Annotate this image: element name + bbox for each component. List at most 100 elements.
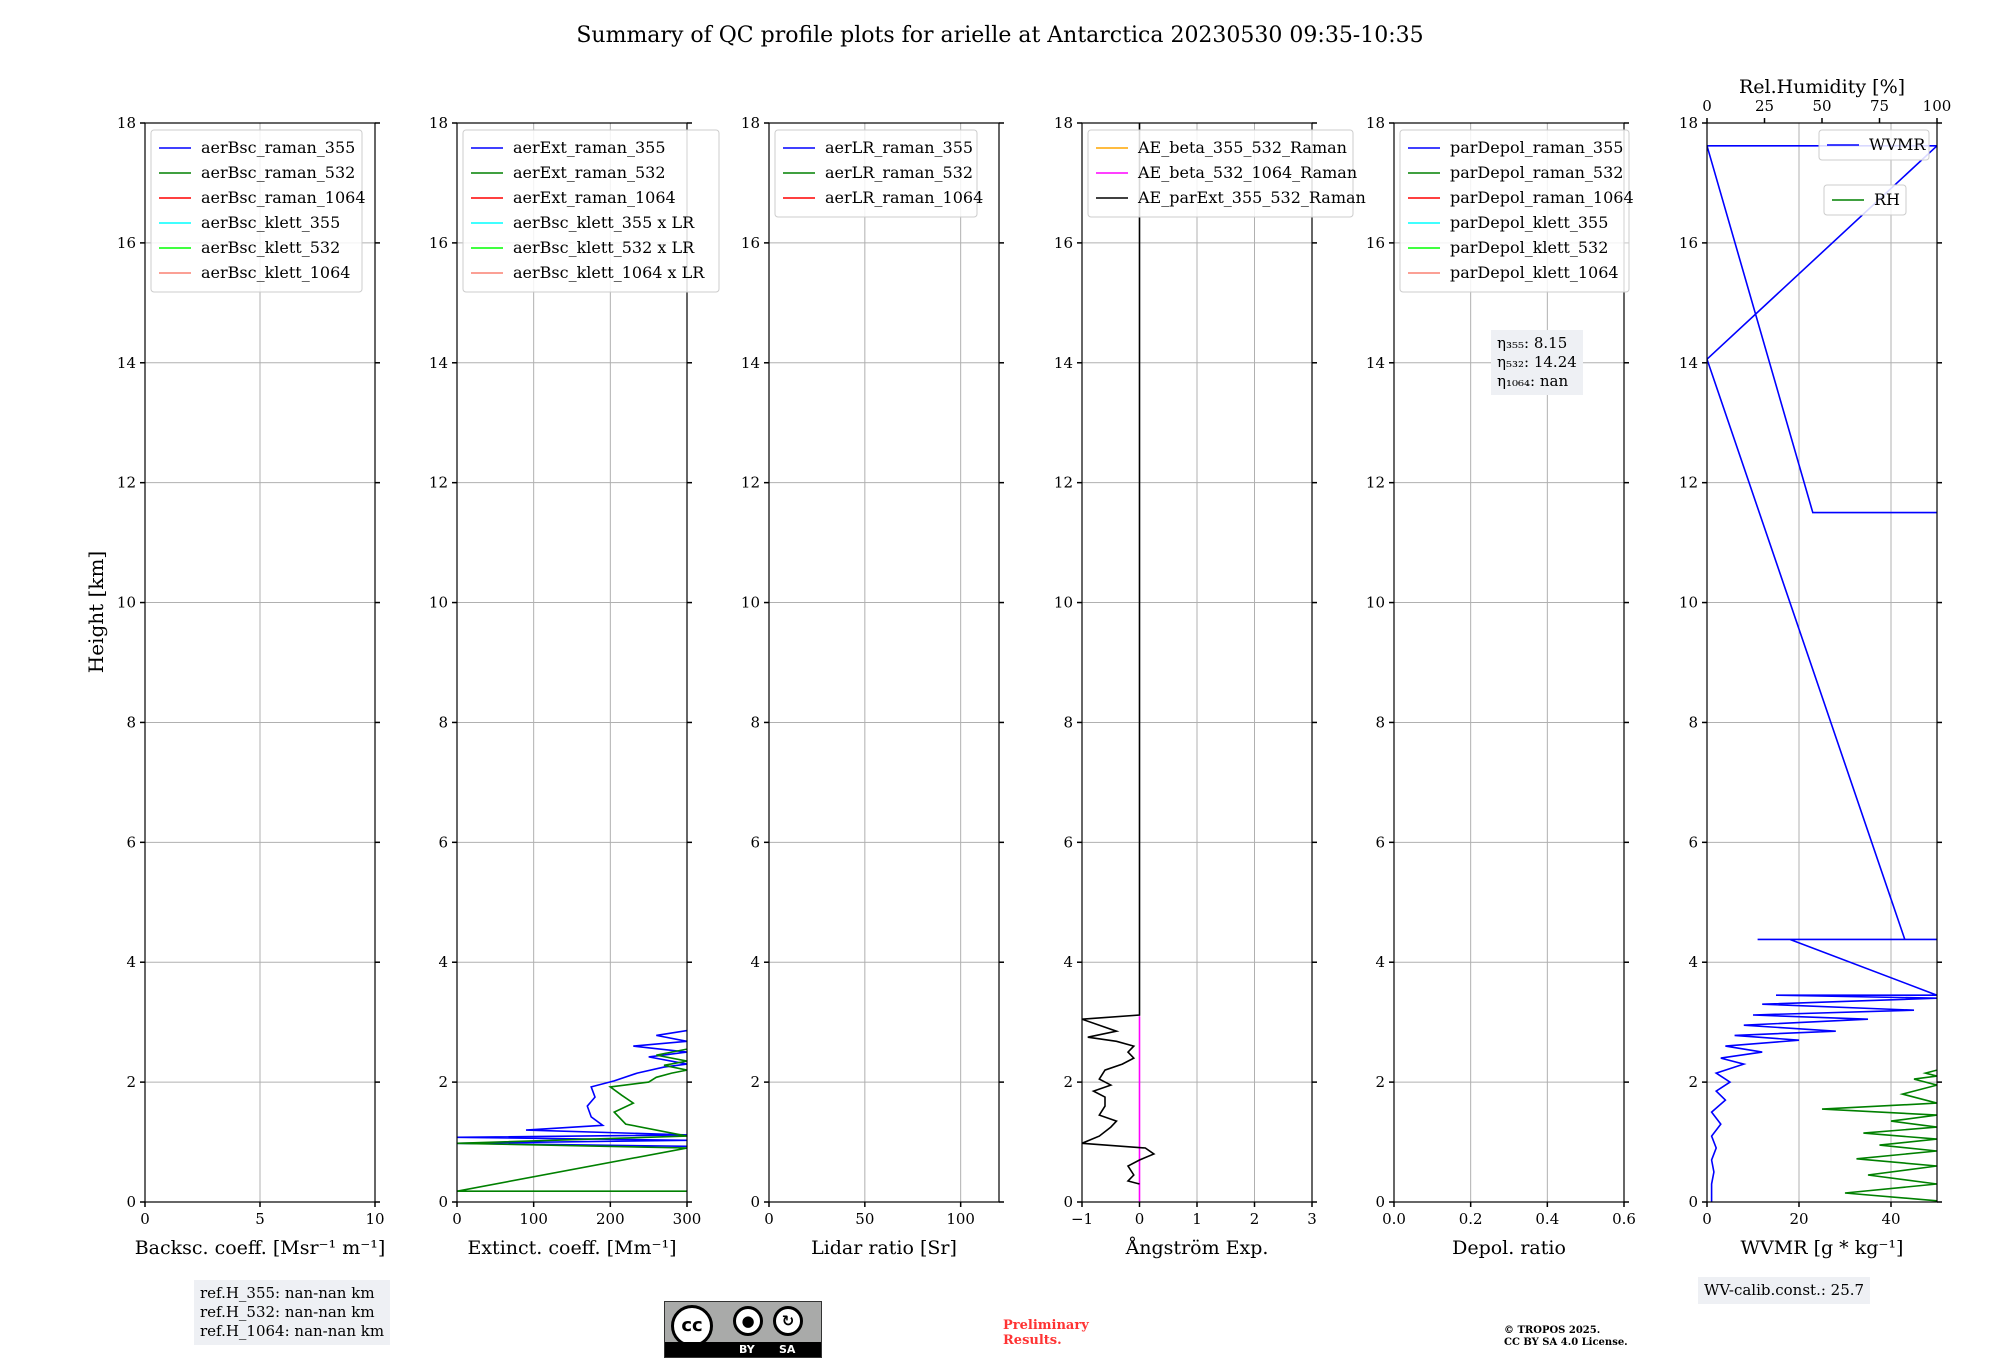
- y-tick-label: 2: [1688, 1073, 1698, 1091]
- y-tick-label: 16: [429, 234, 448, 252]
- legend: parDepol_raman_355 parDepol_raman_532 parD…: [1399, 129, 1634, 293]
- legend-RH: RH: [1823, 184, 1907, 216]
- y-tick-label: 2: [438, 1073, 448, 1091]
- y-tick-label: 10: [117, 594, 136, 612]
- axes-frame: [768, 122, 1000, 1203]
- y-tick-label: 6: [438, 833, 448, 851]
- legend-label: parDepol_klett_1064: [1450, 263, 1619, 282]
- legend-label: aerExt_raman_1064: [513, 188, 676, 207]
- figure-title: Summary of QC profile plots for arielle …: [576, 23, 1423, 48]
- x-tick-label: 0: [1702, 1210, 1712, 1228]
- copyright-note: © TROPOS 2025. CC BY SA 4.0 License.: [1504, 1325, 1628, 1349]
- y-tick-label: 10: [1054, 594, 1073, 612]
- series-line-AE_parExt_355_532_Raman: [1082, 123, 1156, 1185]
- y-tick-label: 10: [1366, 594, 1385, 612]
- y-tick-label: 4: [1688, 953, 1698, 971]
- y-tick-label: 2: [1063, 1073, 1073, 1091]
- x-tick-label: 0: [452, 1210, 462, 1228]
- x-tick-label: 5: [255, 1210, 265, 1228]
- legend-label: aerLR_raman_1064: [825, 188, 983, 207]
- eta-355: η₃₅₅: 8.15: [1497, 334, 1568, 352]
- y-tick-label: 2: [750, 1073, 760, 1091]
- top-x-tick-label: 75: [1870, 97, 1889, 115]
- axes-frame: [456, 122, 688, 1203]
- y-tick-label: 14: [1679, 354, 1698, 372]
- legend-box: [1823, 184, 1907, 216]
- y-tick-label: 2: [126, 1073, 136, 1091]
- x-axis-label: Extinct. coeff. [Mm⁻¹]: [467, 1237, 676, 1259]
- legend-box: [1818, 129, 1930, 161]
- x-tick-label: 0: [1135, 1210, 1145, 1228]
- depol-eta-box: η₃₅₅: 8.15 η₅₃₂: 14.24 η₁₀₆₄: nan: [1491, 330, 1583, 395]
- legend-label: aerExt_raman_532: [513, 163, 666, 182]
- x-tick-label: 1: [1192, 1210, 1202, 1228]
- y-tick-label: 4: [750, 953, 760, 971]
- wv-calib-box: WV-calib.const.: 25.7: [1698, 1277, 1871, 1304]
- legend-label: aerBsc_klett_355 x LR: [513, 213, 695, 232]
- panel-extinction: 0 2 4 6 8 10 12 14 16 18 0 100 200 300 Extinct. coeff.…: [429, 114, 720, 1259]
- cc-license-badge[interactable]: cc ● ↻ BY SA: [664, 1301, 822, 1358]
- y-tick-label: 16: [1054, 234, 1073, 252]
- y-tick-label: 0: [750, 1193, 760, 1211]
- x-tick-label: 0.6: [1612, 1210, 1636, 1228]
- legend: aerExt_raman_355 aerExt_raman_532 aerExt_r…: [462, 129, 720, 293]
- legend-label: aerBsc_klett_532: [201, 238, 340, 257]
- x-tick-label: 10: [365, 1210, 384, 1228]
- panel-lidar-ratio: 0 2 4 6 8 10 12 14 16 18 0 50 100 Lidar ratio [Sr] aer…: [741, 114, 1004, 1259]
- y-tick-label: 12: [741, 474, 760, 492]
- legend-label: aerBsc_klett_532 x LR: [513, 238, 695, 257]
- panel-backscatter: 0 2 4 6 8 10 12 14 16 18 0 5 10 Backsc. coeff. [Msr⁻¹…: [117, 114, 385, 1259]
- eta-532: η₅₃₂: 14.24: [1497, 353, 1577, 371]
- x-tick-label: 3: [1307, 1210, 1317, 1228]
- legend-box: [1399, 129, 1630, 293]
- y-tick-label: 18: [741, 114, 760, 132]
- x-axis-label: Lidar ratio [Sr]: [811, 1237, 957, 1259]
- y-tick-label: 16: [1366, 234, 1385, 252]
- y-tick-label: 14: [1366, 354, 1385, 372]
- x-tick-label: 0.2: [1459, 1210, 1483, 1228]
- y-tick-label: 8: [1688, 713, 1698, 731]
- y-tick-label: 14: [117, 354, 136, 372]
- x-axis-label: Depol. ratio: [1452, 1237, 1566, 1259]
- legend-box: [774, 129, 978, 218]
- y-tick-label: 0: [1688, 1193, 1698, 1211]
- axes-frame: [1393, 122, 1625, 1203]
- legend-label: aerExt_raman_355: [513, 138, 666, 157]
- top-x-tick-label: 0: [1702, 97, 1712, 115]
- x-tick-label: 50: [855, 1210, 874, 1228]
- y-tick-label: 4: [126, 953, 136, 971]
- y-tick-label: 10: [741, 594, 760, 612]
- x-axis-label: WVMR [g * kg⁻¹]: [1741, 1237, 1904, 1259]
- y-tick-label: 10: [1679, 594, 1698, 612]
- x-tick-label: 2: [1250, 1210, 1260, 1228]
- cc-icon: cc: [671, 1305, 713, 1347]
- ref-height-1064: ref.H_1064: nan-nan km: [200, 1322, 385, 1340]
- ref-height-532: ref.H_532: nan-nan km: [200, 1303, 375, 1321]
- y-tick-label: 8: [1063, 713, 1073, 731]
- y-tick-label: 18: [1054, 114, 1073, 132]
- y-tick-label: 2: [1375, 1073, 1385, 1091]
- copyright-line-1: © TROPOS 2025.: [1504, 1325, 1601, 1336]
- legend-WVMR: WVMR: [1818, 129, 1930, 161]
- y-tick-label: 6: [1063, 833, 1073, 851]
- series-line-aerExt_raman_355: [457, 1029, 687, 1148]
- top-x-tick-label: 100: [1923, 97, 1952, 115]
- legend-box: [462, 129, 720, 293]
- x-axis-label: Backsc. coeff. [Msr⁻¹ m⁻¹]: [135, 1237, 386, 1259]
- y-tick-label: 18: [117, 114, 136, 132]
- preliminary-line-1: Preliminary: [1003, 1318, 1089, 1333]
- eta-1064: η₁₀₆₄: nan: [1497, 372, 1569, 390]
- copyright-line-2: CC BY SA 4.0 License.: [1504, 1337, 1628, 1348]
- top-x-tick-label: 50: [1812, 97, 1831, 115]
- legend-label: aerBsc_raman_1064: [201, 188, 366, 207]
- legend-label: AE_beta_532_1064_Raman: [1137, 163, 1357, 182]
- legend-label: RH: [1874, 190, 1900, 209]
- x-tick-label: −1: [1071, 1210, 1093, 1228]
- x-axis-label: Ångström Exp.: [1125, 1237, 1269, 1259]
- panel-depol: 0 2 4 6 8 10 12 14 16 18 0.0 0.2 0.4 0.6 Depol. ratio p…: [1366, 114, 1636, 1259]
- y-tick-label: 18: [1366, 114, 1385, 132]
- preliminary-note: Preliminary Results.: [1003, 1318, 1089, 1348]
- y-tick-label: 12: [429, 474, 448, 492]
